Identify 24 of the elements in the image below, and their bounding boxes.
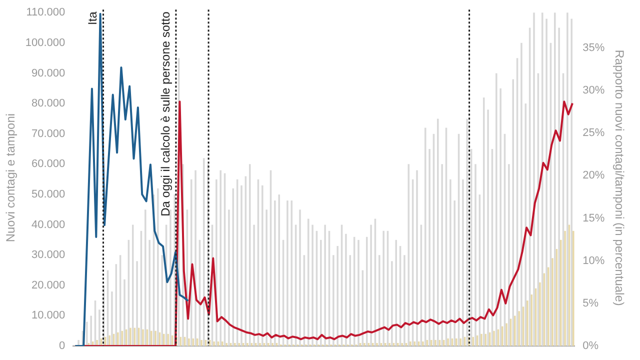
y-tick-label: 50.000	[32, 188, 66, 200]
y2-tick-label: 10%	[582, 254, 605, 267]
y2-tick-label: 20%	[582, 170, 605, 182]
y-tick-label: 90.000	[32, 67, 66, 80]
y-tick-label: 20.000	[32, 279, 66, 292]
y-tick-label: 70.000	[32, 128, 66, 140]
y-tick-label: 100.000	[25, 36, 66, 49]
y2-tick-label: 25%	[582, 127, 605, 140]
y-tick-label: 40.000	[32, 218, 66, 231]
annotation: Ita	[86, 11, 100, 25]
y2-axis-title: Rapporto nuovi contagi/tamponi (in percentuale)	[612, 50, 626, 306]
y2-tick-label: 5%	[582, 297, 599, 310]
y2-tick-label: 35%	[582, 42, 605, 54]
y2-tick-label: 30%	[582, 84, 605, 97]
y-tick-label: 30.000	[32, 249, 66, 262]
y2-tick-label: 0%	[582, 340, 599, 352]
y-tick-label: 60.000	[32, 158, 66, 170]
y-axis-title: Nuovi contagi e tamponi	[4, 113, 18, 242]
y-tick-label: 0	[59, 340, 66, 352]
annotation: Da oggi il calcolo è sulle persone sotto	[158, 11, 172, 216]
y2-tick-label: 15%	[582, 212, 605, 224]
y-tick-label: 80.000	[32, 98, 66, 110]
y-tick-label: 110.000	[26, 6, 66, 19]
y-tick-label: 10.000	[32, 310, 66, 322]
